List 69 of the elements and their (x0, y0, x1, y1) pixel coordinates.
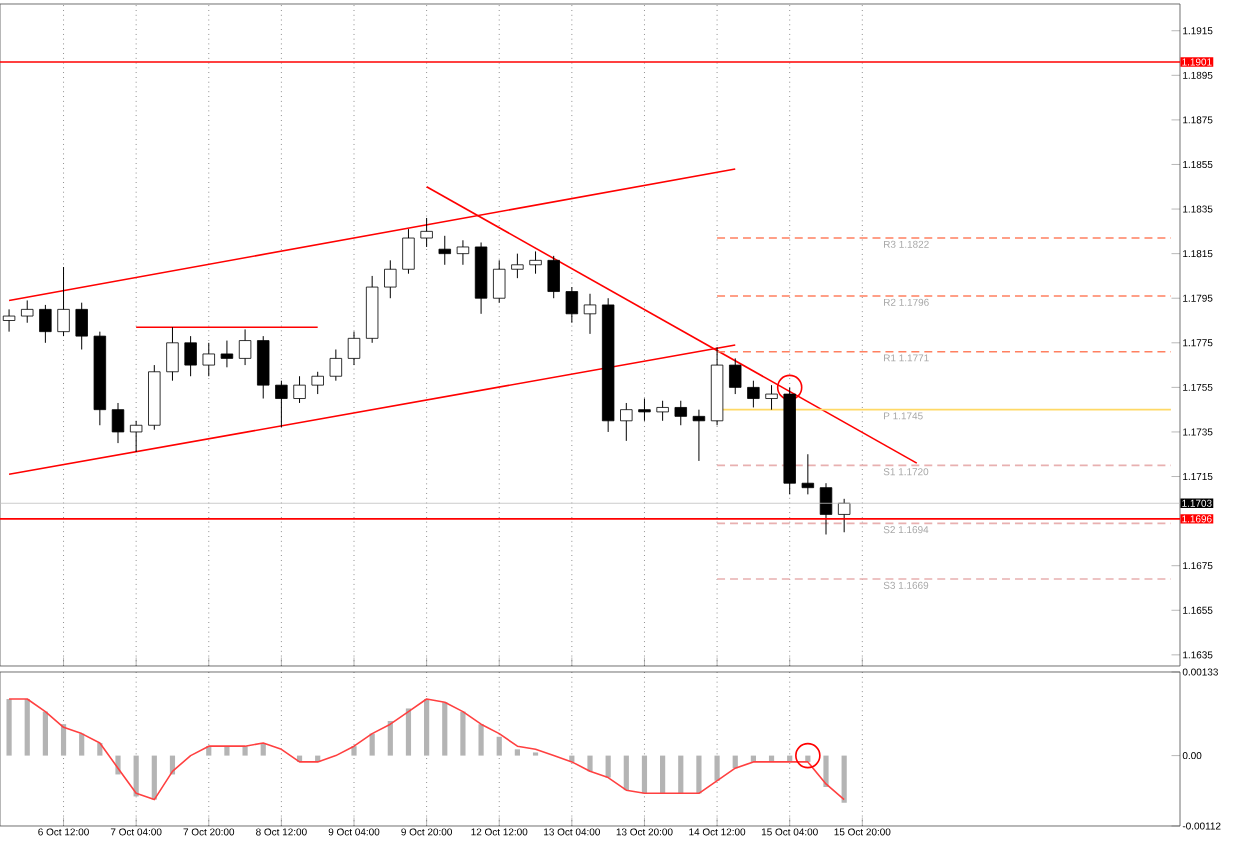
bar (224, 746, 230, 756)
candlestick (311, 371, 324, 395)
candlestick (75, 302, 88, 350)
bar (478, 724, 484, 756)
candlestick (220, 340, 234, 368)
candlestick (529, 250, 542, 275)
bar (660, 755, 666, 794)
candlestick (565, 286, 579, 324)
candlestick (238, 328, 252, 366)
bar (260, 743, 266, 756)
candlestick (57, 266, 70, 337)
candlestick (257, 335, 270, 400)
candlestick (638, 398, 651, 422)
bar (351, 746, 357, 756)
candlestick (438, 235, 451, 266)
bar (79, 733, 85, 756)
candlestick (293, 375, 306, 404)
candlestick (801, 453, 815, 495)
bar (823, 755, 829, 788)
bar (242, 746, 248, 756)
bar (605, 755, 611, 778)
bar (369, 733, 375, 756)
bar (442, 702, 448, 756)
bar (6, 699, 12, 756)
bar (678, 755, 684, 794)
candlestick (347, 331, 361, 366)
candlestick (2, 308, 16, 333)
candlestick (583, 293, 597, 335)
candlestick (620, 402, 633, 442)
bar (514, 749, 520, 756)
candlestick (747, 380, 760, 408)
candlestick (384, 259, 397, 299)
candlestick (111, 402, 125, 444)
candlestick (166, 326, 179, 382)
candlestick (402, 228, 415, 275)
candlestick (547, 255, 560, 299)
bar (714, 755, 720, 781)
candlestick (837, 498, 851, 533)
bar (24, 699, 30, 756)
candlestick (129, 420, 143, 453)
candlestick (420, 217, 433, 248)
bar (151, 755, 157, 800)
candlestick (184, 335, 197, 377)
bar (496, 736, 502, 756)
bar (42, 711, 48, 756)
candlestick (39, 304, 52, 344)
bar (587, 755, 593, 772)
candlestick (329, 348, 343, 382)
bar (460, 711, 466, 756)
candlestick (819, 482, 833, 535)
candlestick (656, 400, 669, 422)
candlestick (674, 400, 687, 426)
candlestick (493, 259, 506, 304)
candlestick (21, 299, 34, 324)
candlestick (275, 380, 288, 428)
candlestick (692, 409, 706, 462)
candlestick (765, 384, 778, 411)
bar (623, 755, 629, 791)
bar (424, 699, 430, 756)
bar (641, 755, 648, 794)
bar (387, 721, 393, 756)
candlestick (456, 239, 470, 266)
candlestick (511, 253, 524, 279)
bar (60, 724, 67, 756)
candlestick (729, 357, 742, 395)
bar (841, 755, 847, 803)
bar (696, 755, 702, 794)
candlestick (202, 342, 215, 377)
bar (405, 708, 412, 756)
